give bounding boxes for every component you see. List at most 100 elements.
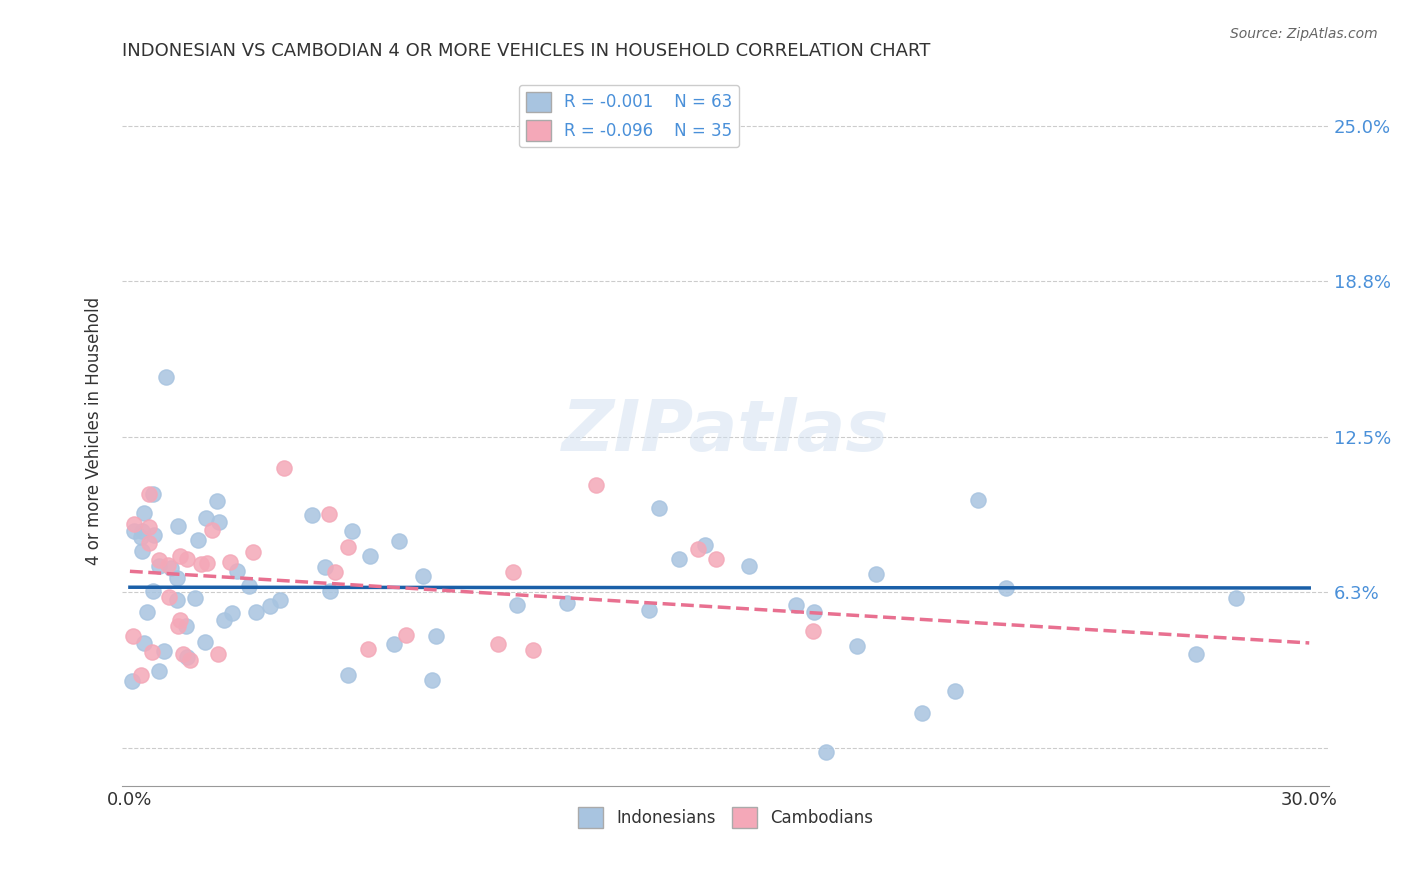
Indonesians	[142, 584, 165, 599]
Indonesians	[412, 569, 434, 583]
Indonesians	[148, 664, 170, 678]
Indonesians	[425, 629, 447, 643]
Indonesians	[131, 524, 153, 539]
Indonesians	[1225, 591, 1247, 605]
Cambodians	[148, 553, 170, 567]
Cambodians	[141, 645, 163, 659]
Indonesians	[1185, 647, 1208, 661]
Indonesians	[803, 605, 825, 619]
Cambodians	[138, 536, 160, 550]
Indonesians	[195, 511, 218, 525]
Indonesians	[314, 560, 336, 574]
Indonesians	[846, 639, 869, 653]
Indonesians	[208, 515, 231, 529]
Indonesians	[142, 486, 165, 500]
Indonesians	[129, 530, 152, 544]
Indonesians	[259, 599, 281, 613]
Indonesians	[269, 593, 291, 607]
Indonesians	[166, 592, 188, 607]
Indonesians	[911, 706, 934, 720]
Cambodians	[218, 555, 240, 569]
Indonesians	[814, 745, 837, 759]
Cambodians	[502, 565, 524, 579]
Indonesians	[134, 506, 156, 520]
Cambodians	[131, 668, 153, 682]
Text: ZIPatlas: ZIPatlas	[562, 397, 889, 466]
Cambodians	[176, 552, 198, 566]
Cambodians	[318, 508, 340, 522]
Cambodians	[190, 558, 212, 572]
Cambodians	[138, 487, 160, 501]
Cambodians	[357, 642, 380, 657]
Indonesians	[194, 634, 217, 648]
Y-axis label: 4 or more Vehicles in Household: 4 or more Vehicles in Household	[86, 297, 103, 566]
Indonesians	[142, 528, 165, 542]
Indonesians	[124, 524, 146, 538]
Cambodians	[394, 628, 416, 642]
Indonesians	[148, 558, 170, 573]
Indonesians	[506, 598, 529, 612]
Indonesians	[693, 538, 716, 552]
Cambodians	[169, 613, 191, 627]
Cambodians	[201, 524, 224, 538]
Indonesians	[637, 603, 659, 617]
Indonesians	[337, 668, 360, 682]
Indonesians	[420, 673, 443, 687]
Indonesians	[134, 635, 156, 649]
Indonesians	[176, 650, 198, 665]
Indonesians	[648, 500, 671, 515]
Cambodians	[207, 647, 229, 661]
Cambodians	[138, 520, 160, 534]
Cambodians	[169, 549, 191, 563]
Cambodians	[522, 643, 544, 657]
Indonesians	[943, 684, 966, 698]
Indonesians	[382, 637, 405, 651]
Text: Source: ZipAtlas.com: Source: ZipAtlas.com	[1230, 27, 1378, 41]
Indonesians	[359, 549, 381, 563]
Legend: Indonesians, Cambodians: Indonesians, Cambodians	[571, 800, 880, 834]
Cambodians	[242, 545, 264, 559]
Indonesians	[738, 558, 761, 573]
Indonesians	[153, 644, 176, 658]
Cambodians	[801, 624, 824, 638]
Indonesians	[865, 566, 887, 581]
Cambodians	[172, 648, 194, 662]
Indonesians	[174, 618, 197, 632]
Indonesians	[555, 596, 578, 610]
Indonesians	[340, 524, 363, 538]
Cambodians	[166, 619, 188, 633]
Cambodians	[121, 629, 143, 643]
Indonesians	[121, 673, 143, 688]
Indonesians	[135, 605, 157, 619]
Cambodians	[686, 541, 709, 556]
Indonesians	[668, 552, 690, 566]
Indonesians	[967, 492, 990, 507]
Indonesians	[319, 583, 342, 598]
Cambodians	[704, 551, 727, 566]
Indonesians	[388, 533, 411, 548]
Cambodians	[336, 540, 359, 554]
Cambodians	[179, 653, 201, 667]
Indonesians	[167, 519, 190, 533]
Indonesians	[131, 543, 153, 558]
Cambodians	[197, 556, 219, 570]
Indonesians	[221, 607, 243, 621]
Indonesians	[226, 564, 249, 578]
Indonesians	[785, 598, 807, 612]
Indonesians	[212, 613, 235, 627]
Indonesians	[238, 579, 260, 593]
Cambodians	[159, 590, 181, 604]
Indonesians	[205, 494, 228, 508]
Cambodians	[157, 558, 180, 573]
Indonesians	[994, 582, 1017, 596]
Indonesians	[301, 508, 323, 522]
Indonesians	[184, 591, 207, 605]
Cambodians	[488, 636, 510, 650]
Cambodians	[122, 516, 145, 531]
Text: INDONESIAN VS CAMBODIAN 4 OR MORE VEHICLES IN HOUSEHOLD CORRELATION CHART: INDONESIAN VS CAMBODIAN 4 OR MORE VEHICL…	[122, 42, 931, 60]
Indonesians	[166, 571, 188, 585]
Cambodians	[273, 460, 295, 475]
Cambodians	[585, 477, 607, 491]
Indonesians	[160, 561, 183, 575]
Indonesians	[187, 533, 209, 547]
